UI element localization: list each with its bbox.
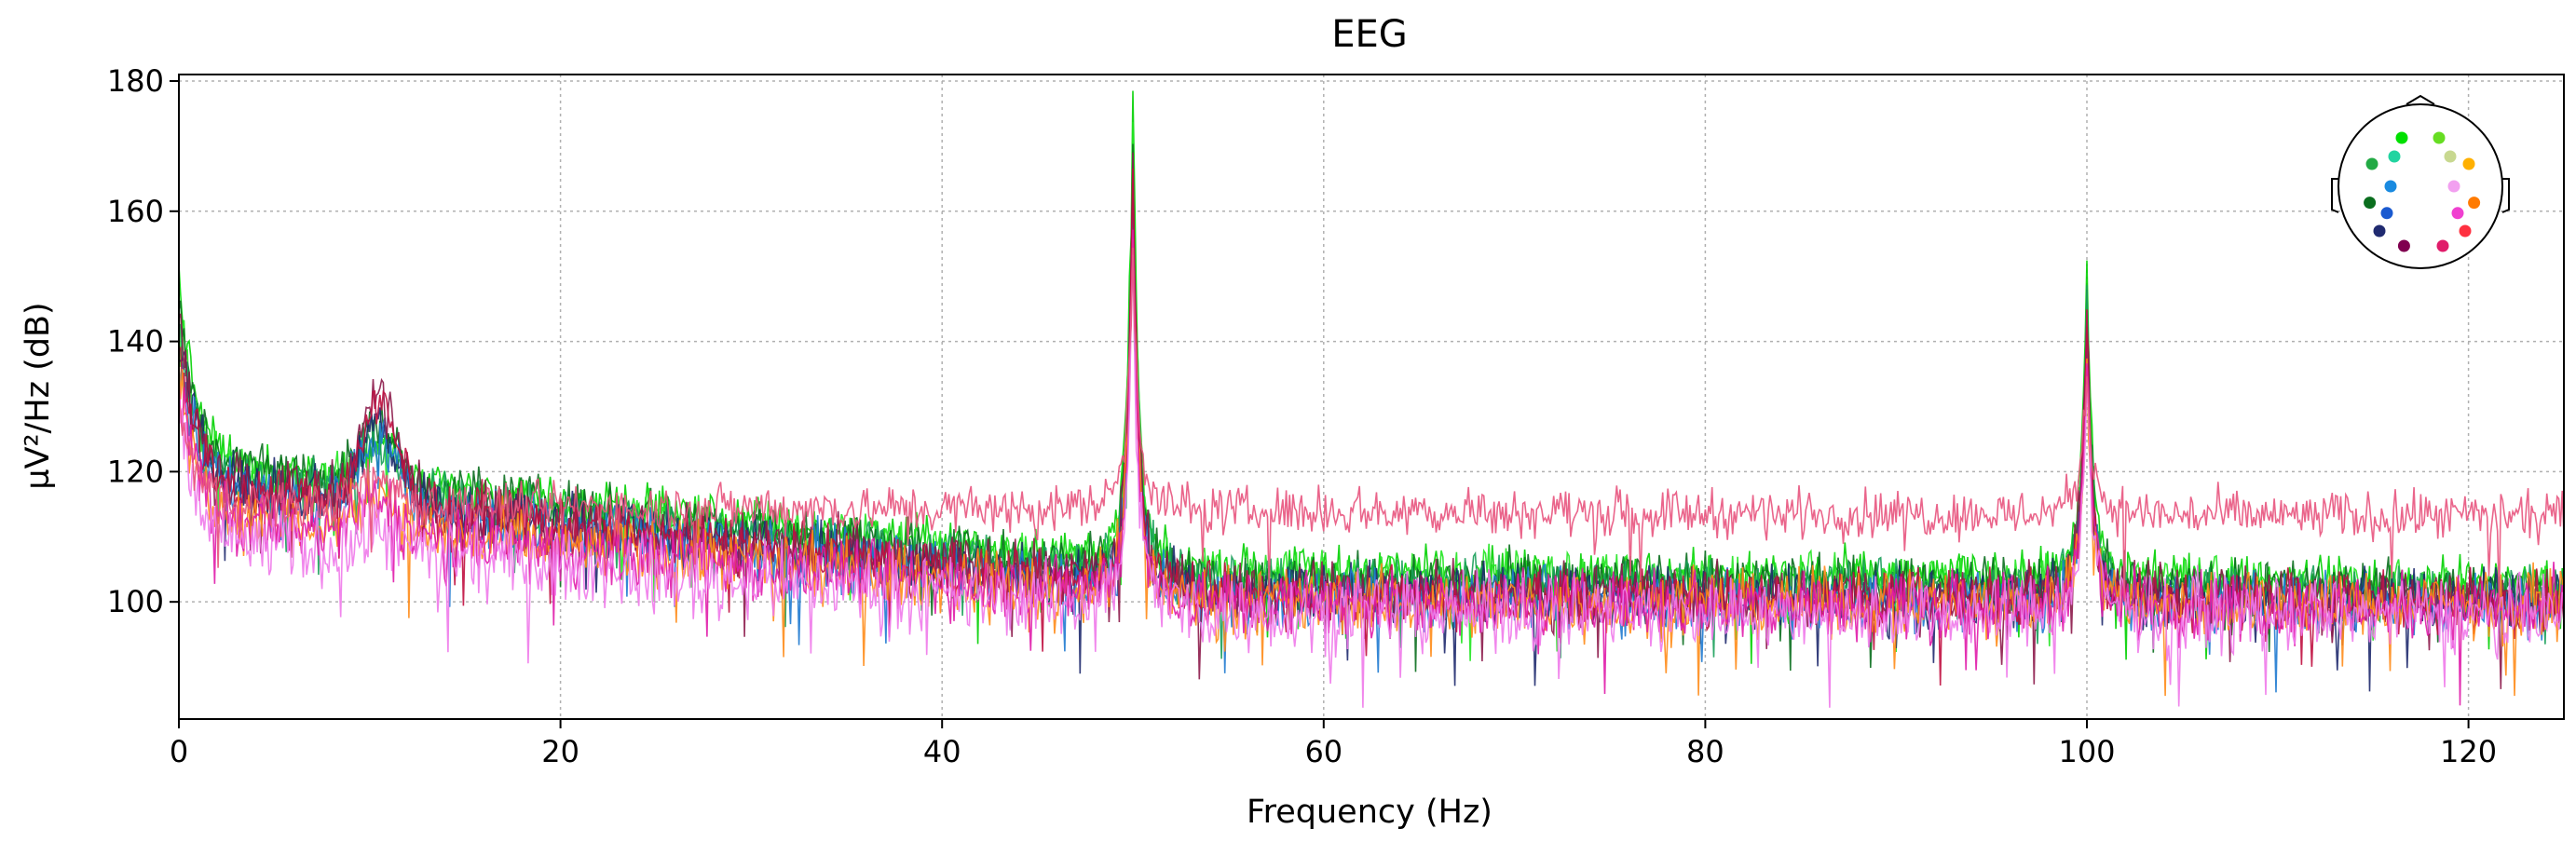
plot-frame bbox=[178, 74, 2565, 720]
x-tick-label: 120 bbox=[2440, 734, 2497, 769]
x-tick-label: 60 bbox=[1304, 734, 1343, 769]
sensor-1 bbox=[2395, 131, 2408, 144]
nose-marker bbox=[2406, 94, 2435, 105]
sensor-15 bbox=[2397, 239, 2410, 252]
y-axis: 100 120 140 160 180 bbox=[107, 63, 179, 619]
x-axis: 0 20 40 60 80 100 120 bbox=[170, 719, 2497, 769]
x-tick-label: 20 bbox=[541, 734, 579, 769]
sensor-13 bbox=[2373, 224, 2386, 238]
x-tick-label: 100 bbox=[2058, 734, 2115, 769]
sensor-5 bbox=[2365, 157, 2378, 170]
sensor-9 bbox=[2364, 197, 2377, 210]
sensor-6 bbox=[2462, 157, 2475, 170]
sensor-7 bbox=[2384, 180, 2397, 193]
y-tick-label: 100 bbox=[107, 584, 164, 619]
sensor-3 bbox=[2388, 150, 2401, 163]
y-axis-label: µV²/Hz (dB) bbox=[20, 302, 57, 489]
sensor-12 bbox=[2451, 207, 2464, 220]
sensor-8 bbox=[2447, 180, 2460, 193]
sensor-10 bbox=[2468, 197, 2481, 210]
series-line-ch-rose bbox=[178, 247, 2565, 604]
y-tick-label: 120 bbox=[107, 454, 164, 489]
series-lines bbox=[178, 90, 2565, 708]
left-ear bbox=[2331, 178, 2339, 213]
y-tick-label: 140 bbox=[107, 324, 164, 360]
sensor-14 bbox=[2459, 224, 2472, 238]
right-ear bbox=[2501, 178, 2510, 213]
x-tick-label: 40 bbox=[923, 734, 961, 769]
sensor-4 bbox=[2444, 150, 2457, 163]
y-tick-label: 160 bbox=[107, 194, 164, 229]
head-outline bbox=[2337, 103, 2503, 269]
chart-title: EEG bbox=[1331, 13, 1408, 56]
sensor-dots bbox=[2364, 131, 2481, 252]
x-axis-label: Frequency (Hz) bbox=[1247, 794, 1492, 831]
x-tick-label: 80 bbox=[1686, 734, 1724, 769]
sensor-2 bbox=[2433, 131, 2446, 144]
series-line-ch-pink bbox=[178, 254, 2564, 708]
sensor-11 bbox=[2380, 207, 2393, 220]
x-tick-label: 0 bbox=[170, 734, 188, 769]
sensor-16 bbox=[2436, 239, 2449, 252]
y-tick-label: 180 bbox=[107, 63, 164, 99]
sensor-layout-legend bbox=[2331, 94, 2510, 269]
